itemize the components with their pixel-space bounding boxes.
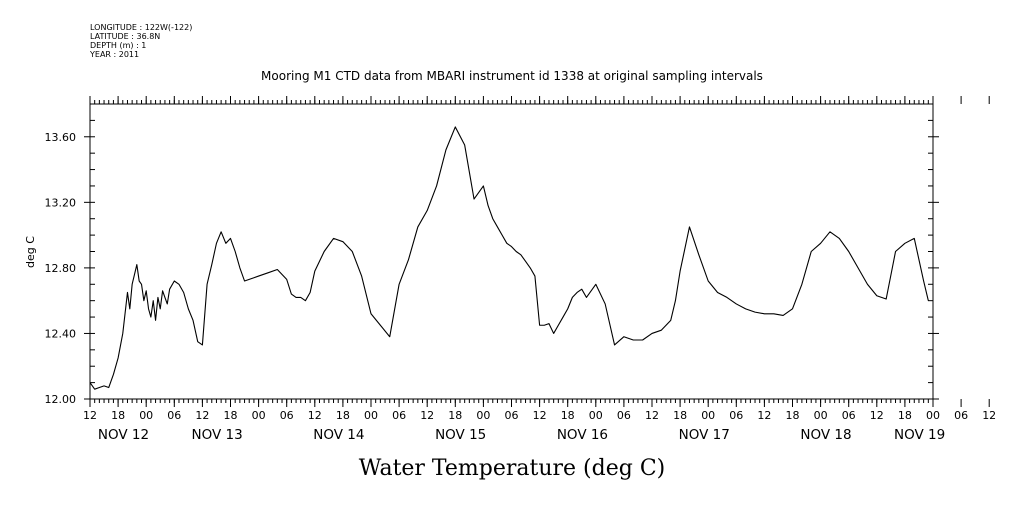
x-date-label: NOV 18 — [800, 427, 851, 443]
x-tick-label: 06 — [392, 409, 406, 422]
x-tick-label: 12 — [982, 409, 996, 422]
x-date-label: NOV 19 — [894, 427, 945, 443]
x-tick-label: 12 — [83, 409, 97, 422]
y-tick-label: 12.00 — [45, 393, 77, 406]
x-tick-label: 00 — [139, 409, 153, 422]
x-tick-label: 12 — [870, 409, 884, 422]
series-line — [89, 126, 929, 390]
x-tick-label: 00 — [476, 409, 490, 422]
x-tick-label: 12 — [533, 409, 547, 422]
x-tick-label: 00 — [589, 409, 603, 422]
x-tick-label: 18 — [673, 409, 687, 422]
x-tick-label: 18 — [786, 409, 800, 422]
x-tick-label: 12 — [757, 409, 771, 422]
header-meta: LONGITUDE : 122W(-122) LATITUDE : 36.8N … — [89, 23, 192, 59]
x-tick-label: 00 — [814, 409, 828, 422]
x-tick-label: 12 — [420, 409, 434, 422]
x-tick-label: 00 — [252, 409, 266, 422]
series-group — [89, 126, 929, 390]
x-date-label: NOV 15 — [435, 427, 486, 443]
meta-depth: DEPTH (m) : 1 — [90, 41, 146, 50]
x-tick-label: 12 — [645, 409, 659, 422]
x-tick-label: 00 — [701, 409, 715, 422]
x-tick-label: 18 — [111, 409, 125, 422]
x-tick-label: 18 — [448, 409, 462, 422]
y-axis: 12.00 12.40 12.80 13.20 13.60 — [45, 131, 939, 406]
minor-ticks — [89, 100, 934, 403]
x-tick-label: 18 — [224, 409, 238, 422]
x-date-label: NOV 13 — [192, 427, 243, 443]
x-tick-label: 06 — [280, 409, 294, 422]
y-tick-label: 13.20 — [45, 196, 77, 209]
x-tick-label: 06 — [729, 409, 743, 422]
x-tick-label: 18 — [898, 409, 912, 422]
x-tick-label: 18 — [336, 409, 350, 422]
x-tick-label: 12 — [308, 409, 322, 422]
x-tick-label: 06 — [617, 409, 631, 422]
x-tick-label: 12 — [195, 409, 209, 422]
y-axis-label: deg C — [24, 236, 37, 268]
y-tick-label: 12.80 — [45, 262, 77, 275]
x-date-label: NOV 12 — [98, 427, 149, 443]
x-axis: 12 18 00 06 12 18 00 06 12 18 00 06 12 18 00 06 12 18 00 06… — [83, 96, 996, 443]
x-date-label: NOV 16 — [557, 427, 608, 443]
x-tick-label: 18 — [561, 409, 575, 422]
x-tick-label: 06 — [842, 409, 856, 422]
meta-latitude: LATITUDE : 36.8N — [90, 32, 160, 41]
x-date-label: NOV 14 — [313, 427, 364, 443]
plot-frame — [89, 103, 934, 400]
x-tick-label: 00 — [364, 409, 378, 422]
x-tick-label: 06 — [954, 409, 968, 422]
x-tick-label: 00 — [926, 409, 940, 422]
chart-title: Mooring M1 CTD data from MBARI instrumen… — [261, 69, 763, 83]
x-tick-label: 06 — [505, 409, 519, 422]
meta-longitude: LONGITUDE : 122W(-122) — [90, 23, 192, 32]
x-date-label: NOV 17 — [679, 427, 730, 443]
y-tick-label: 12.40 — [45, 327, 77, 340]
x-tick-label: 06 — [167, 409, 181, 422]
meta-year: YEAR : 2011 — [89, 50, 139, 59]
x-axis-label: Water Temperature (deg C) — [359, 456, 666, 481]
y-tick-label: 13.60 — [45, 131, 77, 144]
